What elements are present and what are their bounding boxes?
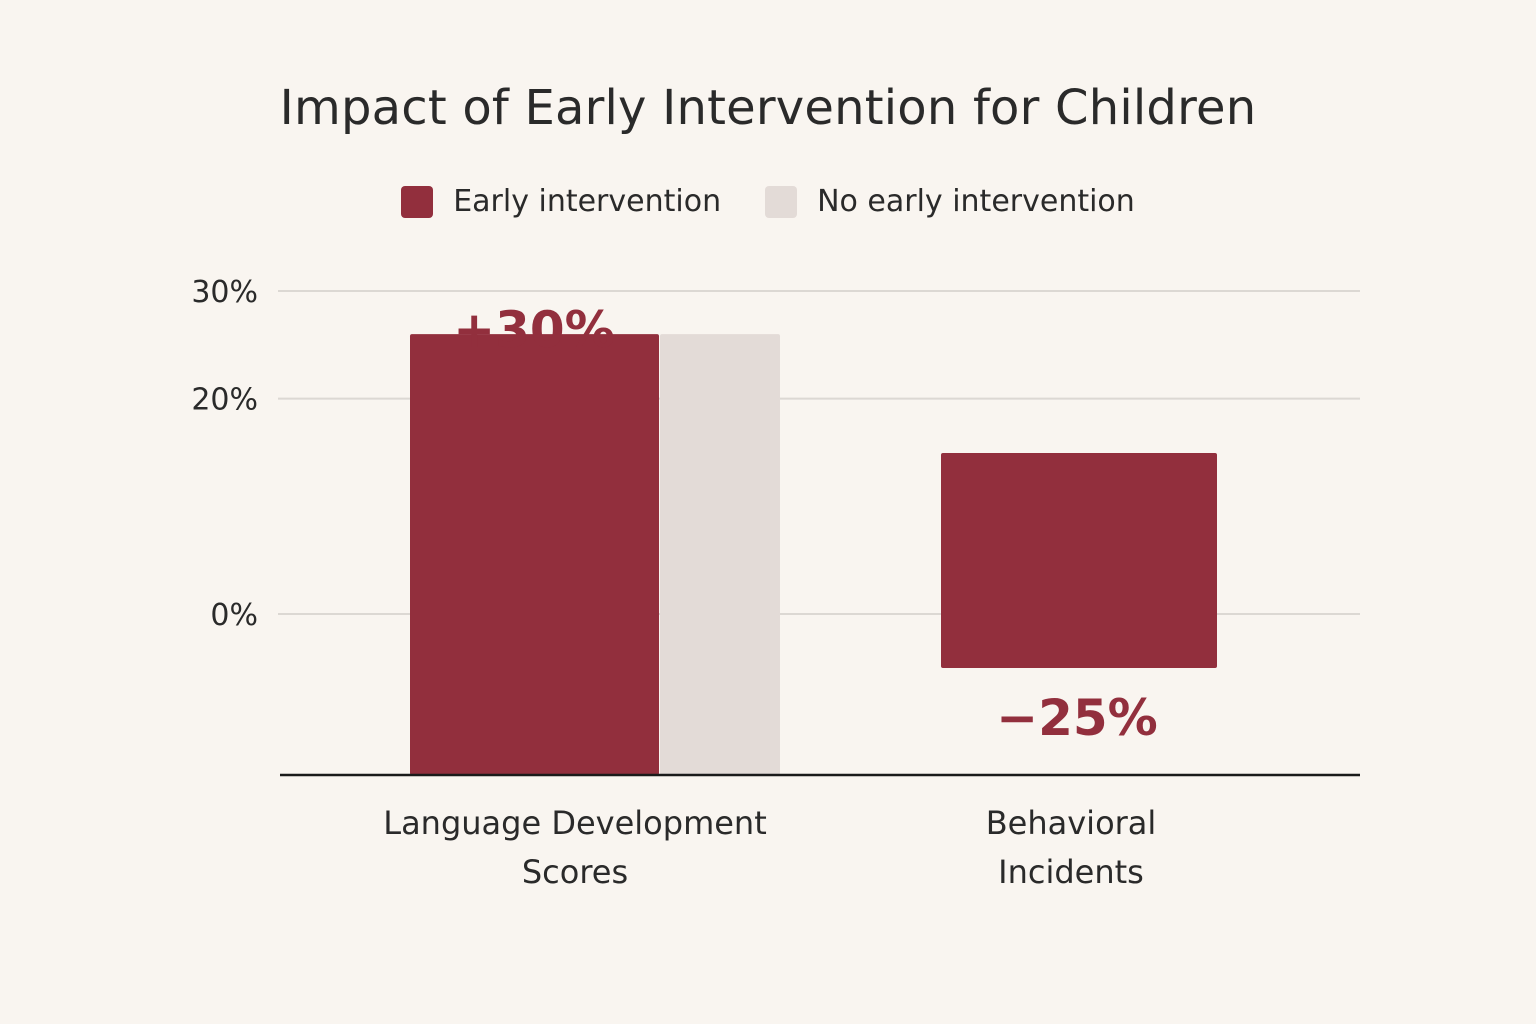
legend-swatch-early-intervention <box>401 185 434 218</box>
legend-swatch-no-early-intervention <box>765 185 798 218</box>
y-tick-label: 0% <box>210 598 258 633</box>
data-label-language-development: +30% <box>453 301 615 359</box>
chart-legend: Early intervention No early intervention <box>0 184 1536 219</box>
legend-item-early-intervention: Early intervention <box>401 184 721 219</box>
legend-item-no-early-intervention: No early intervention <box>765 184 1135 219</box>
bar-no-early-intervention-language-development <box>660 334 780 775</box>
x-category-label: Language Development <box>383 804 767 842</box>
chart-title: Impact of Early Intervention for Childre… <box>279 80 1257 136</box>
y-tick-label: 30% <box>191 275 258 310</box>
legend-label-early-intervention: Early intervention <box>453 184 722 219</box>
x-category-label: Behavioral <box>986 804 1157 842</box>
x-category-label: Incidents <box>998 853 1144 891</box>
y-tick-label: 20% <box>191 383 258 418</box>
legend-label-no-early-intervention: No early intervention <box>817 184 1135 219</box>
bar-early-intervention-behavioral-incidents <box>941 453 1217 668</box>
data-label-behavioral-incidents: −25% <box>996 689 1158 747</box>
x-category-label: Scores <box>522 853 628 891</box>
bar-early-intervention-language-development <box>410 334 659 775</box>
